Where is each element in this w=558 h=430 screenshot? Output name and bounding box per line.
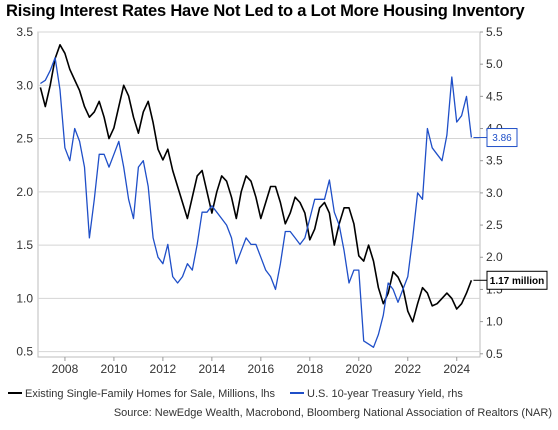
callout-box [486, 270, 548, 290]
x-tick-label: 2010 [101, 362, 128, 376]
y-right-tick-label: 1.0 [486, 315, 503, 329]
x-tick-label: 2018 [296, 362, 323, 376]
x-tick-label: 2024 [443, 362, 470, 376]
callout-box [486, 128, 518, 148]
callout-label: 3.86 [492, 133, 512, 144]
y-left-tick-label: 2.5 [16, 132, 33, 146]
callout-label: 1.17 million [490, 276, 544, 287]
series-line-treasury-yield [40, 57, 473, 348]
y-left-tick-label: 1.0 [16, 291, 33, 305]
y-right-tick-label: 3.0 [486, 186, 503, 200]
y-left-tick-label: 3.0 [16, 78, 33, 92]
y-right-tick-label: 5.0 [486, 57, 503, 71]
y-right-tick-label: 0.5 [486, 347, 503, 361]
x-tick-label: 2022 [394, 362, 421, 376]
y-right-tick-label: 2.5 [486, 218, 503, 232]
y-right-tick-label: 3.5 [486, 154, 503, 168]
series-line-homes-for-sale [39, 43, 473, 323]
x-tick-label: 2014 [199, 362, 226, 376]
y-left-tick-label: 3.5 [16, 25, 33, 39]
y-right-tick-label: 5.5 [486, 25, 503, 39]
x-tick-label: 2016 [247, 362, 274, 376]
y-left-tick-label: 1.5 [16, 238, 33, 252]
legend-label-yield: U.S. 10-year Treasury Yield, rhs [307, 388, 463, 400]
y-right-tick-label: 2.0 [486, 250, 503, 264]
y-right-tick-label: 4.5 [486, 89, 503, 103]
y-left-tick-label: 2.0 [16, 185, 33, 199]
legend-label-homes: Existing Single-Family Homes for Sale, M… [25, 388, 276, 400]
x-tick-label: 2008 [52, 362, 79, 376]
chart-title: Rising Interest Rates Have Not Led to a … [6, 2, 525, 20]
x-tick-label: 2012 [150, 362, 177, 376]
x-tick-label: 2020 [345, 362, 372, 376]
y-left-tick-label: 0.5 [16, 345, 33, 359]
source-note: Source: NewEdge Wealth, Macrobond, Bloom… [114, 407, 552, 419]
plot-frame [37, 31, 481, 358]
